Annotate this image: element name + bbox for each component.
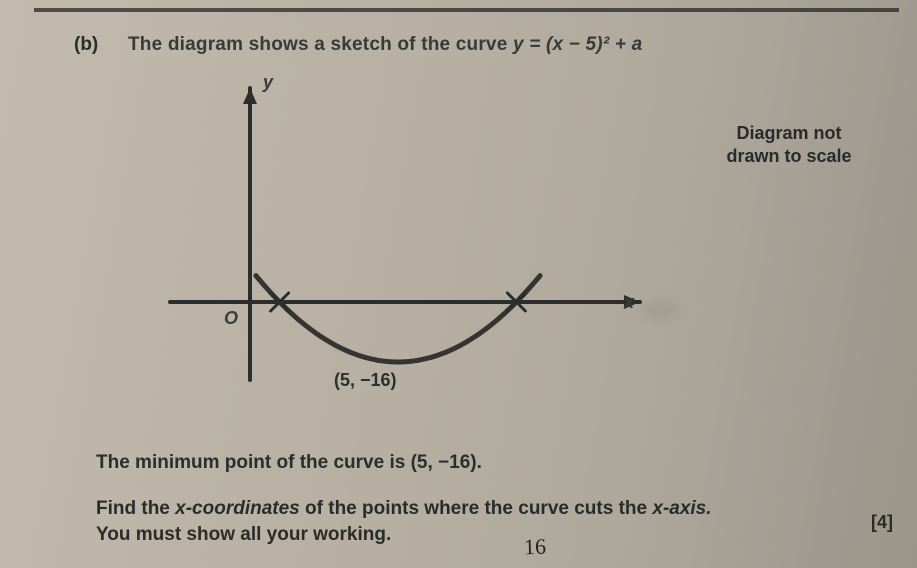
diagram-not-to-scale: Diagram not drawn to scale bbox=[709, 122, 869, 167]
graph-svg bbox=[150, 80, 670, 410]
axis-label-x: x bbox=[624, 292, 634, 313]
x-coordinates-word: x-coordinates bbox=[175, 498, 300, 519]
axis-label-y: y bbox=[263, 72, 273, 93]
part-label: (b) bbox=[74, 34, 98, 56]
equation: y = (x − 5)² + a bbox=[513, 34, 642, 55]
origin-label: O bbox=[224, 308, 238, 329]
find-prefix: Find the bbox=[96, 498, 175, 519]
x-axis-word: x-axis. bbox=[652, 498, 711, 519]
prompt-prefix: The diagram shows a sketch of the curve bbox=[128, 34, 513, 55]
handwritten-answer: 16 bbox=[524, 534, 547, 561]
minimum-point-text: The minimum point of the curve is (5, −1… bbox=[96, 452, 482, 474]
graph-area bbox=[150, 80, 670, 410]
find-instruction: Find the x-coordinates of the points whe… bbox=[96, 498, 712, 520]
find-mid: of the points where the curve cuts the bbox=[305, 498, 652, 519]
marks-label: [4] bbox=[871, 512, 893, 533]
scan-stain bbox=[640, 300, 680, 320]
diagram-note-line2: drawn to scale bbox=[709, 145, 869, 168]
show-working-text: You must show all your working. bbox=[96, 524, 391, 546]
diagram-note-line1: Diagram not bbox=[709, 122, 869, 145]
top-rule bbox=[34, 8, 899, 12]
question-prompt: The diagram shows a sketch of the curve … bbox=[128, 34, 642, 56]
vertex-label: (5, −16) bbox=[334, 370, 397, 391]
